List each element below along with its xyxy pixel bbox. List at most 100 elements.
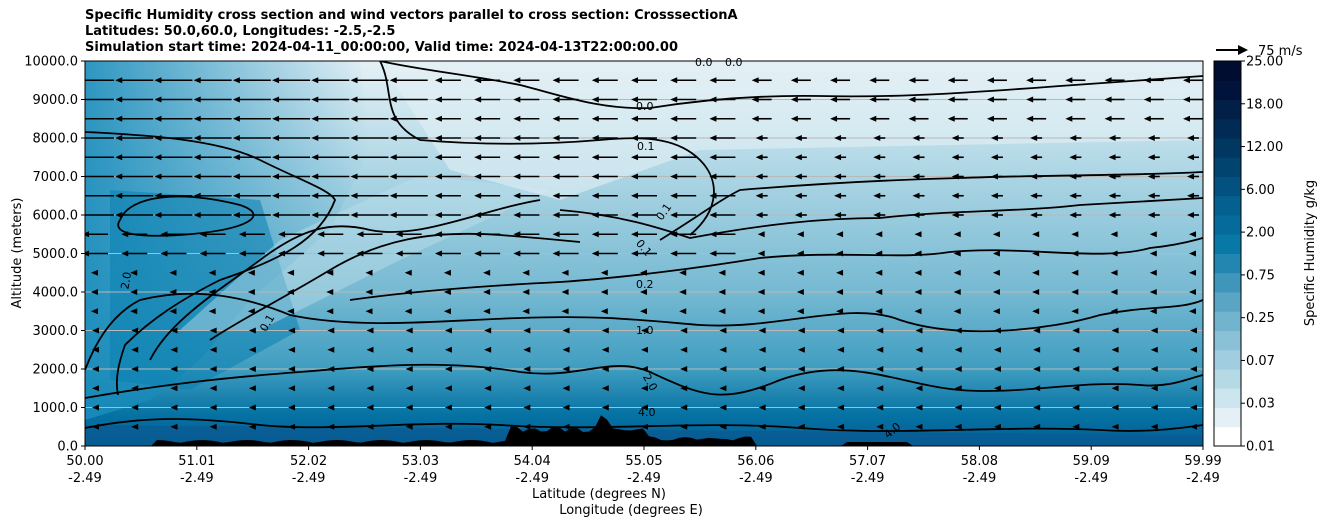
wind-vector [875, 289, 883, 295]
colorbar-tick-label: 0.07 [1246, 354, 1275, 369]
colorbar-tick-label: 12.00 [1246, 140, 1283, 155]
wind-vector [1072, 385, 1080, 392]
wind-vector [434, 212, 461, 218]
wind-vector [287, 269, 295, 276]
wind-vector [591, 192, 618, 199]
colorbar-segment [1214, 61, 1241, 81]
wind-vector [1032, 231, 1040, 238]
wind-vector [830, 115, 851, 122]
y-axis-label: Altitude (meters) [10, 198, 25, 309]
wind-vector [248, 423, 256, 430]
wind-vector [523, 385, 531, 392]
wind-vector [350, 96, 389, 103]
wind-vector [908, 96, 929, 103]
wind-vector [912, 173, 925, 180]
wind-vector [601, 385, 609, 392]
wind-vector [915, 366, 923, 372]
wind-vector [238, 231, 265, 238]
wind-vector [1183, 115, 1203, 122]
wind-vector [193, 135, 232, 141]
wind-vector [1033, 346, 1041, 353]
wind-vector [1030, 135, 1043, 141]
wind-vector [719, 327, 727, 334]
wind-vector [719, 346, 727, 353]
wind-vector [1033, 327, 1041, 334]
wind-vector [115, 96, 154, 103]
wind-vector [670, 173, 697, 180]
wind-vector [873, 135, 886, 141]
colorbar-tick-label: 2.00 [1246, 226, 1275, 241]
wind-vector [115, 192, 154, 199]
wind-vector [444, 366, 452, 372]
wind-vector [1111, 404, 1119, 411]
wind-vector [836, 250, 844, 257]
wind-vector [951, 173, 964, 180]
wind-vector [1189, 269, 1196, 276]
wind-vector [193, 173, 232, 180]
wind-vector [513, 77, 540, 84]
chart-title-line-3: Simulation start time: 2024-04-11_00:00:… [85, 40, 678, 55]
wind-vector [873, 173, 886, 180]
wind-vector [85, 137, 114, 139]
x-tick-label-lat: 51.01 [178, 454, 215, 469]
y-tick-label: 3000.0 [33, 324, 79, 339]
colorbar-segment [1214, 330, 1241, 351]
wind-vector [591, 77, 618, 84]
wind-vector [953, 231, 961, 238]
wind-vector [837, 423, 845, 430]
wind-vector [951, 154, 964, 161]
wind-vector [1190, 327, 1197, 334]
wind-vector [797, 423, 805, 430]
wind-vector [869, 96, 890, 103]
wind-vector [92, 423, 99, 430]
wind-vector [830, 96, 851, 103]
wind-vector [522, 269, 530, 276]
wind-vector [350, 212, 389, 218]
wind-vector [474, 154, 501, 161]
wind-vector [680, 423, 688, 430]
wind-vector [474, 96, 501, 103]
wind-vector [591, 212, 618, 218]
wind-vector [405, 366, 413, 372]
wind-vector [85, 79, 114, 82]
wind-vector [993, 327, 1001, 334]
wind-vector [836, 289, 844, 295]
x-tick-label-lon: -2.49 [851, 471, 885, 486]
wind-vector [670, 212, 697, 218]
wind-vector [837, 385, 845, 392]
wind-vector [154, 173, 193, 180]
wind-vector [790, 96, 811, 103]
wind-vector [951, 212, 964, 218]
wind-vector [758, 404, 766, 411]
wind-vector [837, 404, 845, 411]
y-tick-label: 6000.0 [33, 209, 79, 224]
wind-vector [751, 115, 772, 122]
wind-vector [85, 98, 114, 101]
wind-vector [591, 115, 618, 122]
wind-vector [1149, 250, 1157, 257]
wind-vector [709, 231, 736, 238]
wind-vector [797, 404, 805, 411]
wind-vector [1189, 250, 1196, 257]
wind-vector [434, 96, 461, 103]
wind-vector [434, 135, 461, 141]
quiver-key-arrow-icon [1238, 45, 1248, 55]
wind-vector [990, 154, 1003, 161]
wind-vector [912, 212, 925, 218]
x-tick-label-lon: -2.49 [739, 471, 773, 486]
wind-vector [232, 192, 271, 199]
wind-vector [247, 269, 255, 276]
colorbar-tick-label: 0.03 [1246, 397, 1275, 412]
wind-vector [356, 231, 383, 238]
wind-vector [170, 366, 178, 372]
wind-vector [1026, 77, 1047, 84]
contour-label: 4.0 [638, 406, 656, 419]
wind-vector [484, 404, 492, 411]
wind-vector [513, 192, 540, 199]
wind-vector [591, 154, 618, 161]
wind-vector [327, 346, 335, 353]
wind-vector [836, 269, 844, 276]
wind-vector [640, 289, 647, 295]
wind-vector [796, 308, 804, 315]
wind-vector [601, 366, 609, 372]
